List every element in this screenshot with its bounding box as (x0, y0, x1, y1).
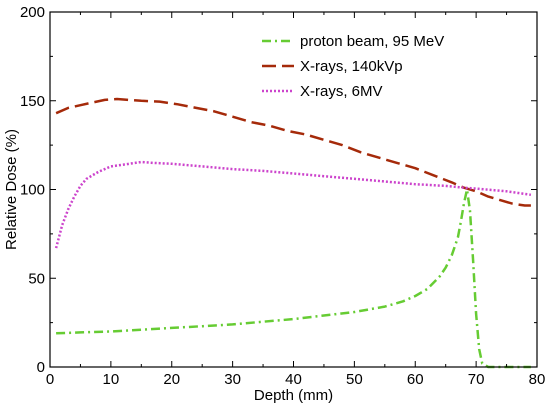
series-line-3 (54, 160, 532, 249)
x-tick-label: 30 (224, 371, 241, 388)
y-tick-label: 0 (37, 359, 45, 376)
legend: proton beam, 95 MeV X-rays, 140kVp X-rays,… (262, 33, 444, 100)
x-tick-label: 80 (529, 371, 546, 388)
y-tick-label: 50 (28, 270, 45, 287)
series-line-1 (56, 188, 531, 369)
legend-label-3: X-rays, 6MV (300, 83, 383, 100)
x-tick-label: 70 (468, 371, 485, 388)
x-tick-label: 0 (46, 371, 54, 388)
x-tick-label: 60 (407, 371, 424, 388)
plot-area (54, 97, 532, 369)
x-tick-label: 40 (285, 371, 302, 388)
legend-label-1: proton beam, 95 MeV (300, 33, 444, 50)
x-tick-label: 10 (103, 371, 120, 388)
x-tick-label: 20 (163, 371, 180, 388)
legend-label-2: X-rays, 140kVp (300, 58, 403, 75)
x-axis-label: Depth (mm) (254, 387, 333, 404)
axes: 0 10 20 30 40 50 60 70 80 0 50 100 150 200 (20, 4, 545, 388)
x-tick-label: 50 (346, 371, 363, 388)
y-tick-label: 200 (20, 4, 45, 21)
y-axis-label: Relative Dose (%) (3, 129, 20, 250)
y-tick-label: 150 (20, 93, 45, 110)
y-tick-label: 100 (20, 182, 45, 199)
series-line-2 (55, 97, 531, 207)
